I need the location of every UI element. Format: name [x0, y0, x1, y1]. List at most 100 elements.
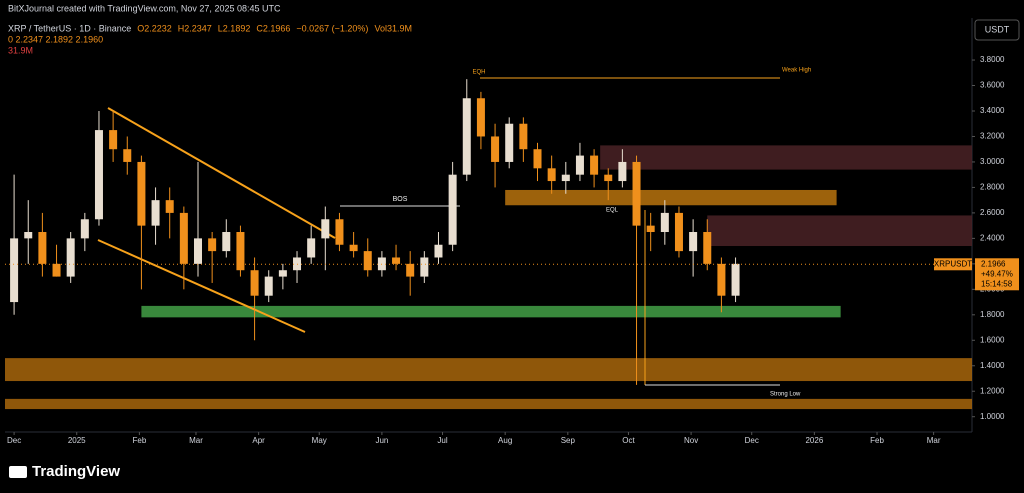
- candle-body: [505, 123, 514, 162]
- ohlc-item: Vol31.9M: [374, 23, 412, 33]
- candles: [10, 79, 740, 385]
- x-tick-label: Jul: [437, 436, 447, 445]
- zone: [141, 305, 841, 318]
- candle-body: [590, 155, 599, 175]
- candle-body: [80, 219, 89, 239]
- candle-body: [575, 155, 584, 175]
- x-tick-label: Feb: [132, 436, 146, 445]
- ohlc-item: O2.2232: [137, 23, 172, 33]
- y-tick-label: 3.0000: [980, 157, 1005, 166]
- candle-body: [561, 174, 570, 182]
- candle-body: [462, 98, 471, 175]
- candle-body: [674, 212, 683, 252]
- candle-body: [731, 263, 740, 296]
- y-tick-label: 3.6000: [980, 81, 1005, 90]
- annotation: BOS: [393, 196, 408, 203]
- y-tick-label: 2.8000: [980, 183, 1005, 192]
- y-tick-label: 1.0000: [980, 412, 1005, 421]
- logo-mark: [9, 466, 27, 478]
- zone: [707, 215, 972, 247]
- axes: 1.00001.20001.40001.60001.80002.00002.20…: [7, 55, 1005, 445]
- price-tag-box: [975, 258, 1019, 291]
- candle-body: [349, 244, 358, 252]
- candle-body: [222, 232, 231, 252]
- x-tick-label: May: [312, 436, 327, 445]
- candle-body: [137, 161, 146, 226]
- y-tick-label: 2.4000: [980, 233, 1005, 242]
- x-tick-label: Sep: [561, 436, 576, 445]
- x-tick-label: Aug: [498, 436, 512, 445]
- candle-body: [703, 232, 712, 264]
- x-tick-label: Dec: [7, 436, 21, 445]
- candle-body: [448, 174, 457, 245]
- annotation: Weak High: [782, 68, 811, 74]
- candle-body: [604, 174, 613, 182]
- y-tick-label: 3.8000: [980, 55, 1005, 64]
- candle-body: [307, 238, 316, 258]
- candle-body: [434, 244, 443, 258]
- price-tag: XRPUSDT 2.1966+49.47%15:14:58: [5, 258, 1019, 291]
- candle-body: [321, 219, 330, 239]
- annotation: Strong Low: [770, 392, 801, 398]
- candle-body: [618, 161, 627, 182]
- candle-body: [24, 232, 33, 239]
- price-label: 2.1966: [981, 259, 1006, 268]
- candle-body: [123, 149, 132, 162]
- candle-body: [250, 270, 259, 296]
- x-tick-label: 2025: [68, 436, 86, 445]
- candle-body: [278, 270, 287, 277]
- chart-title: XRP / TetherUS · 1D · Binance: [8, 23, 131, 33]
- y-tick-label: 1.6000: [980, 335, 1005, 344]
- candle-body: [10, 238, 19, 303]
- zone: [600, 145, 972, 170]
- candle-body: [519, 123, 528, 150]
- unit-box: [974, 19, 1020, 41]
- y-tick-label: 2.6000: [980, 208, 1005, 217]
- countdown-label: 15:14:58: [981, 279, 1013, 288]
- y-tick-label: 1.8000: [980, 310, 1005, 319]
- y-tick-label: 3.4000: [980, 106, 1005, 115]
- footer: [0, 455, 1024, 493]
- candle-body: [717, 263, 726, 296]
- y-axis-unit: USDT: [985, 24, 1010, 34]
- x-tick-label: Nov: [684, 436, 698, 445]
- x-tick-label: Mar: [927, 436, 941, 445]
- ohlc-item: −0.0267 (−1.20%): [296, 23, 368, 33]
- candle-body: [52, 263, 61, 277]
- candle-body: [392, 257, 401, 264]
- ohlc-item: H2.2347: [178, 23, 212, 33]
- zone: [5, 398, 972, 410]
- x-tick-label: Dec: [745, 436, 759, 445]
- candle-body: [533, 149, 542, 169]
- candle-body: [151, 200, 160, 226]
- candle-body: [179, 212, 188, 264]
- candle-body: [632, 161, 641, 226]
- candle-body: [547, 168, 556, 182]
- candle-body: [193, 238, 202, 264]
- candle-body: [66, 238, 75, 277]
- trend-line: [107, 107, 336, 239]
- change-label: +49.47%: [981, 269, 1013, 278]
- x-tick-label: 2026: [805, 436, 823, 445]
- x-tick-label: Apr: [252, 436, 265, 445]
- candle-body: [38, 232, 47, 264]
- symbol-label: XRPUSDT: [934, 259, 972, 268]
- ohlc-info: O2.2232 H2.2347 L2.1892 C2.1966 −0.0267 (−1.…: [137, 23, 412, 33]
- volume-info: 31.9M: [8, 45, 33, 55]
- candle-body: [406, 263, 415, 277]
- candle-body: [335, 219, 344, 245]
- x-tick-label: Mar: [189, 436, 203, 445]
- brand: TradingView: [32, 463, 120, 480]
- ohlc-item: C2.1966: [256, 23, 290, 33]
- symbol-tag: [934, 258, 972, 271]
- annotation: EQL: [606, 208, 619, 214]
- candle-body: [363, 251, 372, 271]
- candle-body: [476, 98, 485, 137]
- zone: [5, 358, 972, 382]
- x-tick-label: Feb: [870, 436, 884, 445]
- x-tick-label: Jun: [375, 436, 388, 445]
- y-tick-label: 1.2000: [980, 386, 1005, 395]
- trend-line: [97, 239, 306, 333]
